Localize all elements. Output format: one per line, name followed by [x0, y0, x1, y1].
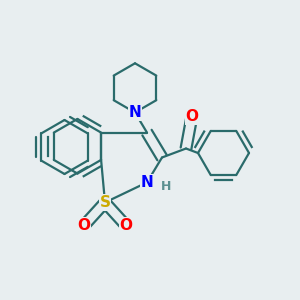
Text: N: N: [129, 105, 141, 120]
Text: O: O: [77, 218, 91, 233]
Text: N: N: [141, 175, 153, 190]
Text: O: O: [119, 218, 133, 233]
Text: O: O: [185, 109, 199, 124]
Text: S: S: [100, 195, 110, 210]
Text: H: H: [161, 179, 172, 193]
